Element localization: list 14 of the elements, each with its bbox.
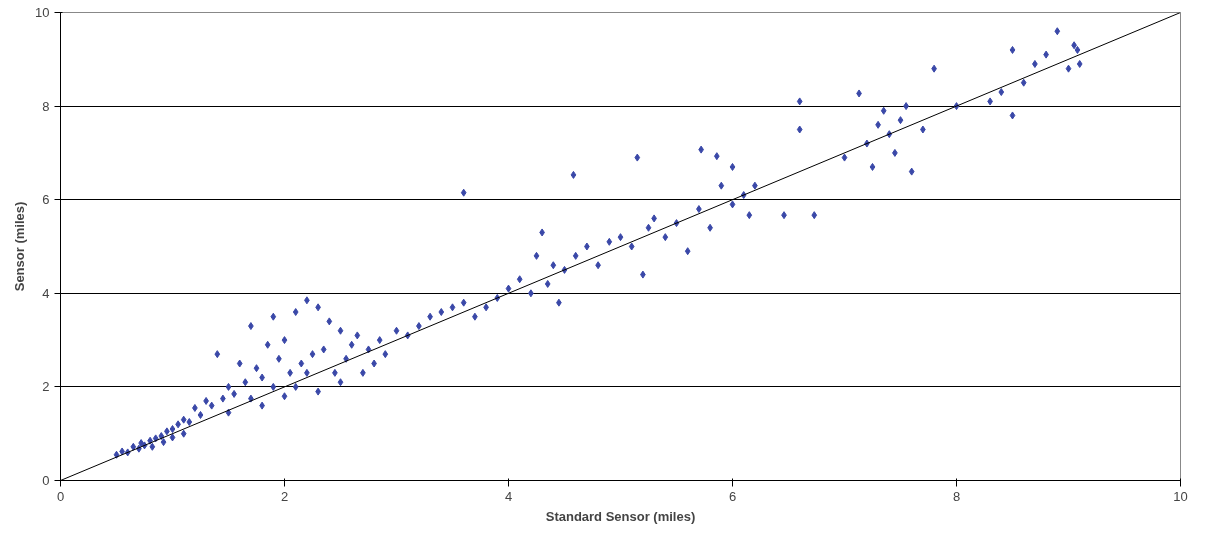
x-tick-label: 8 [952, 488, 961, 504]
x-tick-label: 0 [56, 488, 65, 504]
y-tick-label: 0 [42, 473, 50, 488]
y-tick-label: 2 [42, 379, 50, 395]
y-tick-label: 4 [42, 285, 50, 301]
x-tick-label: 2 [280, 488, 289, 504]
y-tick-label: 10 [35, 5, 50, 20]
x-tick-label: 6 [728, 488, 737, 504]
y-tick-label: 6 [42, 192, 50, 208]
x-axis-title: Standard Sensor (miles) [545, 508, 696, 524]
y-axis-title: Sensor (miles) [12, 201, 28, 292]
x-tick-label: 10 [1173, 488, 1188, 504]
x-tick-label: 4 [504, 488, 513, 504]
y-tick-label: 8 [42, 98, 50, 114]
